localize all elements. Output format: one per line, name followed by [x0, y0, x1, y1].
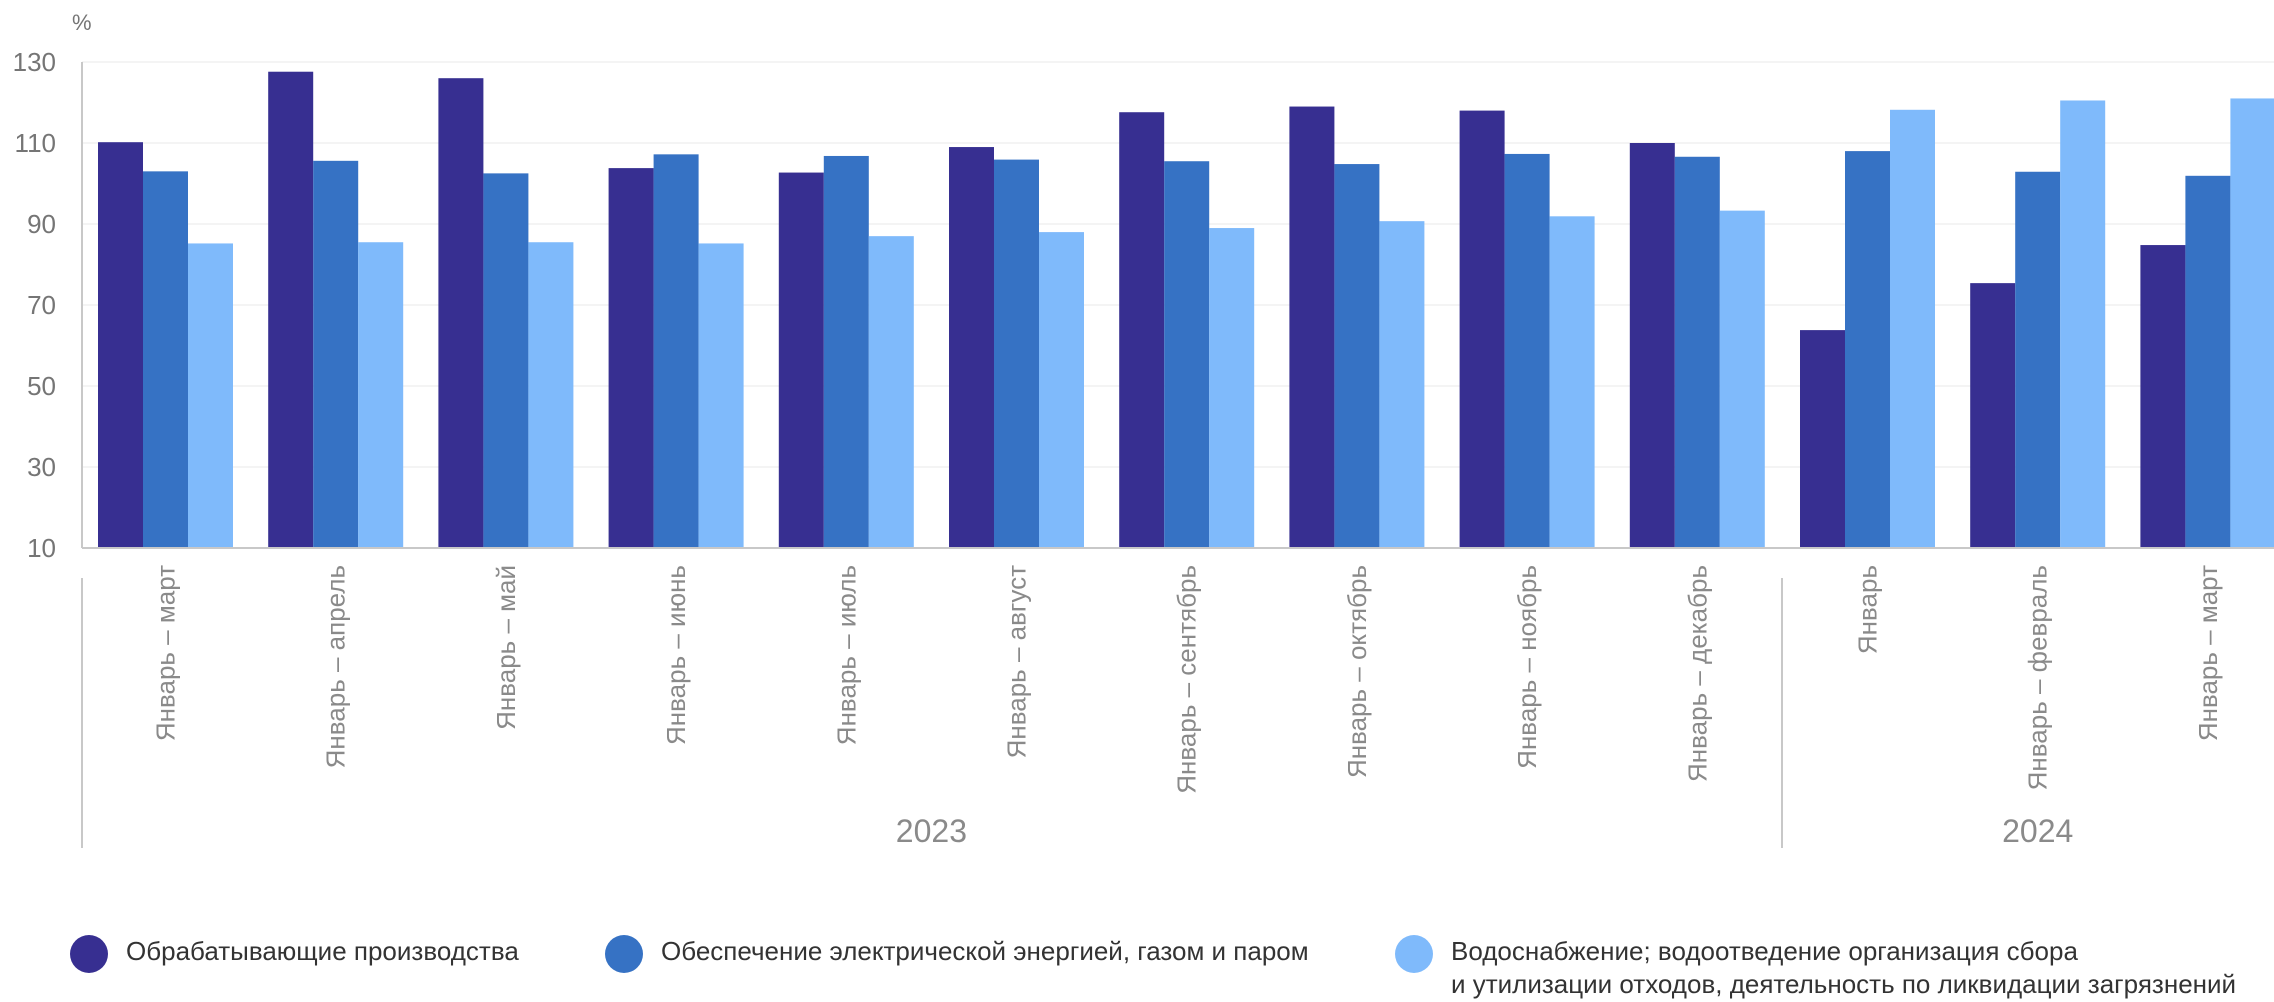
bar-series-3-cat-1 — [188, 243, 233, 548]
x-category-label: Январь – июнь — [661, 565, 691, 745]
legend-swatch-energy — [605, 935, 643, 973]
bar-series-1-cat-11 — [1800, 330, 1845, 548]
bar-series-2-cat-8 — [1334, 164, 1380, 548]
bar-series-1-cat-6 — [949, 147, 994, 549]
bar-series-2-cat-3 — [483, 173, 529, 548]
bar-series-3-cat-4 — [698, 243, 744, 548]
x-category-label: Январь – июль — [831, 565, 861, 745]
x-group-label: 2024 — [2002, 813, 2073, 849]
legend-label-energy: Обеспечение электрической энергией, газо… — [661, 936, 1309, 966]
bar-series-2-cat-2 — [313, 160, 359, 548]
bar-series-2-cat-7 — [1164, 161, 1210, 548]
bar-series-1-cat-12 — [1970, 283, 2016, 548]
x-category-label: Январь – август — [1002, 565, 1032, 758]
bar-chart: 10 30 50 70 90 110 130% Январь – март Январь – а… — [13, 10, 2274, 849]
bar-series-1-cat-9 — [1459, 110, 1505, 548]
legend-label-water-line-2: и утилизации отходов, деятельность по ли… — [1451, 969, 2237, 999]
legend-swatch-water — [1395, 935, 1433, 973]
legend-swatch-manufacturing — [70, 935, 108, 973]
bar-series-3-cat-12 — [2060, 100, 2106, 548]
bar-series-3-cat-2 — [358, 242, 404, 548]
x-category-label: Январь — [1853, 565, 1883, 654]
legend-label-manufacturing: Обрабатывающие производства — [126, 936, 519, 966]
legend-label-water-line-1: Водоснабжение; водоотведение организация… — [1451, 936, 2078, 966]
bar-series-2-cat-4 — [653, 154, 699, 548]
chart-legend: Обрабатывающие производства Обеспечение … — [70, 935, 2274, 1002]
x-category-label: Январь – май — [491, 565, 521, 730]
y-tick-label: 50 — [27, 371, 56, 401]
bar-series-3-cat-5 — [868, 236, 914, 548]
bar-series-1-cat-10 — [1629, 143, 1675, 548]
bar-series-3-cat-6 — [1039, 232, 1084, 548]
bar-series-1-cat-4 — [608, 168, 654, 549]
x-group-label: 2023 — [896, 813, 967, 849]
x-category-label: Январь – ноябрь — [1512, 565, 1542, 769]
bar-series-2-cat-11 — [1845, 151, 1890, 548]
bar-series-1-cat-2 — [268, 71, 314, 548]
bar-series-1-cat-5 — [778, 172, 824, 548]
bar-series-3-cat-13 — [2230, 98, 2274, 548]
y-tick-label: 30 — [27, 452, 56, 482]
bar-series-1-cat-7 — [1119, 112, 1165, 548]
bar-series-2-cat-5 — [823, 155, 869, 548]
y-tick-label: 110 — [15, 128, 56, 158]
bar-series-2-cat-6 — [994, 159, 1039, 549]
bar-series-2-cat-13 — [2185, 175, 2231, 548]
bar-series-1-cat-8 — [1289, 106, 1335, 549]
y-tick-label: 70 — [27, 290, 56, 320]
y-unit-label: % — [72, 10, 92, 35]
bar-series-1-cat-3 — [438, 78, 484, 548]
x-category-label: Январь – март — [151, 565, 181, 741]
bar-series-3-cat-7 — [1209, 228, 1255, 549]
bar-series-3-cat-8 — [1379, 221, 1425, 549]
y-tick-label: 90 — [27, 209, 56, 239]
x-category-label: Январь – декабрь — [1682, 565, 1712, 782]
x-category-label: Январь – март — [2193, 565, 2223, 741]
y-tick-label: 10 — [27, 533, 56, 563]
legend-item-energy: Обеспечение электрической энергией, газо… — [605, 935, 1309, 973]
bar-series-3-cat-11 — [1890, 109, 1935, 548]
x-category-label: Январь – апрель — [321, 565, 351, 768]
bar-series-1-cat-13 — [2140, 245, 2186, 548]
x-category-label: Январь – февраль — [2023, 565, 2053, 790]
bar-series-3-cat-3 — [528, 242, 574, 548]
bar-series-1-cat-1 — [98, 142, 143, 548]
x-category-label: Январь – сентябрь — [1172, 565, 1202, 794]
bar-series-2-cat-9 — [1504, 153, 1550, 548]
bar-series-2-cat-1 — [143, 171, 188, 548]
bar-series-2-cat-12 — [2015, 171, 2061, 548]
bar-series-3-cat-10 — [1719, 210, 1765, 548]
x-category-label: Январь – октябрь — [1342, 565, 1372, 778]
legend-item-manufacturing: Обрабатывающие производства — [70, 935, 519, 973]
y-tick-label: 130 — [13, 47, 56, 77]
bar-series-2-cat-10 — [1674, 156, 1720, 548]
bar-series-3-cat-9 — [1549, 216, 1595, 548]
legend-item-water: Водоснабжение; водоотведение организация… — [1395, 935, 2236, 1001]
